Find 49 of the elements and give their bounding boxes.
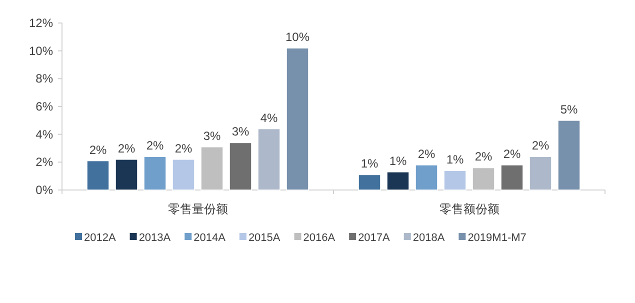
legend-label: 2019M1-M7 xyxy=(468,232,526,244)
bar xyxy=(258,128,280,190)
data-label: 3% xyxy=(203,128,221,143)
legend-label: 2018A xyxy=(412,232,446,244)
data-label: 4% xyxy=(260,110,278,125)
data-label: 2% xyxy=(474,150,492,164)
data-label: 2% xyxy=(418,146,436,161)
y-tick-label: 12% xyxy=(28,16,54,30)
legend-label: 2013A xyxy=(138,232,172,244)
y-tick-label: 6% xyxy=(36,100,54,114)
data-label: 1% xyxy=(446,152,464,167)
legend-label: 2015A xyxy=(248,232,281,244)
bar xyxy=(472,167,495,190)
data-label: 2% xyxy=(89,142,107,157)
bar xyxy=(358,174,381,190)
bar xyxy=(172,158,195,190)
bar xyxy=(558,120,580,190)
legend-label: 2012A xyxy=(84,232,116,244)
data-label: 3% xyxy=(232,124,250,139)
y-tick-label: 0% xyxy=(36,183,54,197)
bar xyxy=(415,164,438,190)
bar xyxy=(444,170,466,190)
y-tick-label: 8% xyxy=(36,72,54,86)
data-label: 2% xyxy=(174,141,192,156)
legend-label: 2017A xyxy=(358,232,391,244)
bar xyxy=(386,172,410,190)
bar xyxy=(286,48,309,190)
bar xyxy=(86,160,110,190)
data-label: 1% xyxy=(389,154,407,168)
y-tick-label: 2% xyxy=(36,155,54,170)
data-label: 2% xyxy=(532,138,550,153)
bar xyxy=(500,164,524,190)
data-label: 1% xyxy=(360,156,378,171)
data-label: 5% xyxy=(560,102,578,116)
legend-label: 2016A xyxy=(303,232,336,244)
data-label: 10% xyxy=(285,30,310,44)
bar xyxy=(200,146,224,190)
x-tick-label: 零售额份额 xyxy=(439,202,500,216)
x-tick-label: 零售量份额 xyxy=(168,202,228,216)
data-label: 2% xyxy=(118,141,136,156)
bar xyxy=(115,158,138,190)
y-tick-label: 4% xyxy=(36,127,54,142)
data-label: 2% xyxy=(503,146,521,161)
bar xyxy=(144,156,166,190)
y-tick-label: 10% xyxy=(28,44,54,58)
data-label: 2% xyxy=(146,138,164,153)
bar xyxy=(529,156,552,190)
bar xyxy=(229,142,252,190)
legend-label: 2014A xyxy=(194,232,226,244)
